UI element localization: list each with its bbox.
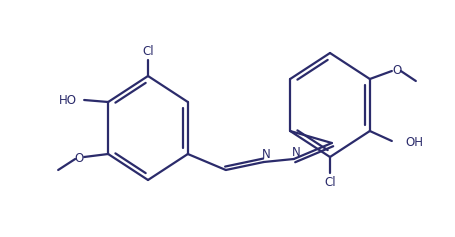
Text: N: N <box>292 146 300 159</box>
Text: Cl: Cl <box>142 45 154 58</box>
Text: O: O <box>75 151 84 164</box>
Text: HO: HO <box>59 94 77 106</box>
Text: Cl: Cl <box>324 176 336 188</box>
Text: O: O <box>392 64 401 77</box>
Text: N: N <box>262 149 270 161</box>
Text: OH: OH <box>406 136 424 149</box>
